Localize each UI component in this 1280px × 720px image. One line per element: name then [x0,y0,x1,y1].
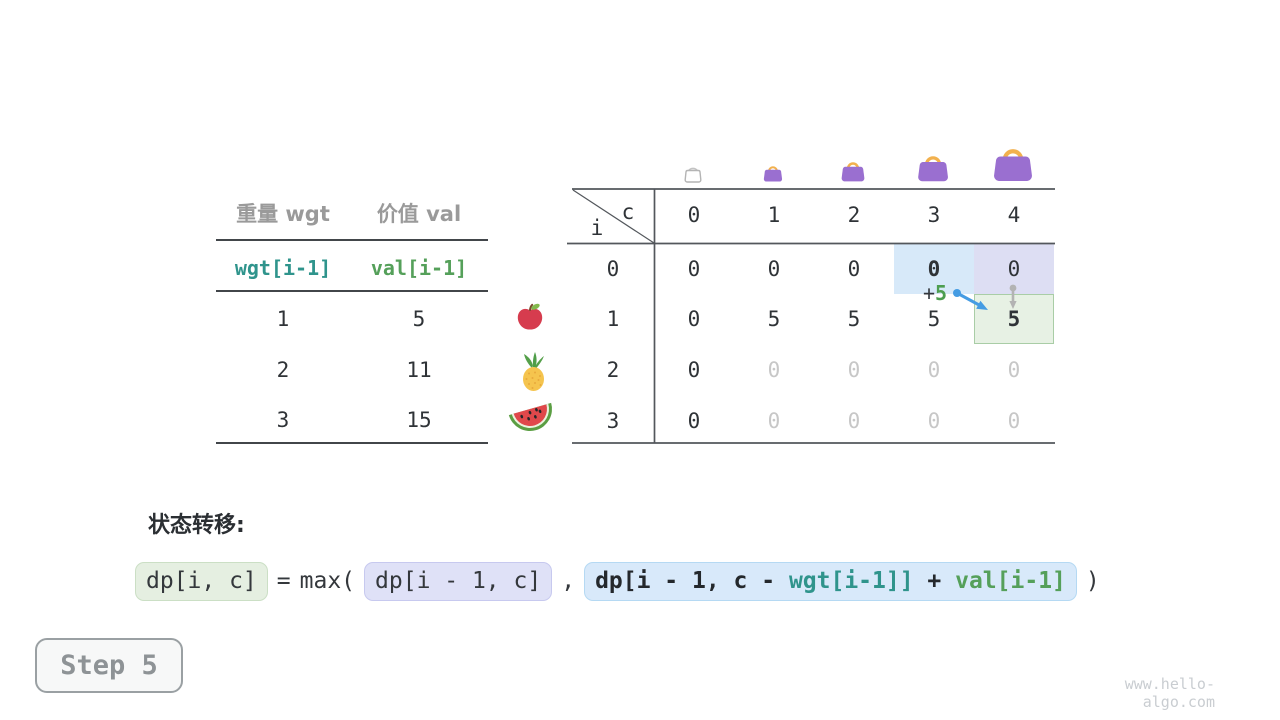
col-header-0: 0 [687,203,701,227]
row-header-0: 0 [606,257,620,281]
dp-cell-0-3: 0 [927,257,941,281]
wgt-array-label: wgt[i-1] [234,256,332,280]
dp-cell-0-2: 0 [847,257,861,281]
row-header-2: 2 [606,358,620,382]
weight-column-header: 重量 wgt [236,202,330,226]
items-table-header: 重量 wgt 价值 val [216,198,488,228]
dp-cell-1-1: 5 [767,307,781,331]
item2-weight: 2 [276,358,290,382]
state-transition-formula: dp[i, c] = max( dp[i - 1, c] , dp[i - 1,… [135,561,1100,601]
corner-capacity-label: c [621,200,635,224]
corner-index-label: i [590,216,604,240]
items-table-subheader: wgt[i-1] val[i-1] [216,256,488,280]
dp-row-2: 0 0 0 0 0 [654,345,1054,395]
col-header-2: 2 [847,203,861,227]
item-row-3: 3 15 [216,408,488,432]
value-column-header: 价值 val [376,202,462,226]
corner-diagonal-line [572,189,655,244]
empty-bag-icon [684,167,702,183]
dp-cell-1-0: 0 [687,307,701,331]
apple-icon [517,303,543,330]
dp-column-headers: 0 1 2 3 4 [654,188,1054,243]
col-header-1: 1 [767,203,781,227]
col-header-4: 4 [1007,203,1021,227]
highlight-cell-row0-col3 [894,244,974,294]
dp-cell-0-1: 0 [767,257,781,281]
dp-cell-1-4: 5 [1007,307,1021,331]
dp-cell-3-4: 0 [1007,409,1021,433]
row-header-1: 1 [606,307,620,331]
dp-cell-2-0: 0 [687,358,701,382]
transition-annotation: +5 [923,283,947,303]
take-term-weight: wgt[i-1]] [788,567,914,594]
max-function-close: ) [1085,568,1100,594]
watermelon-icon [508,402,552,431]
dp-cell-3-2: 0 [847,409,861,433]
take-term-plus: + [913,567,956,594]
val-array-label: val[i-1] [370,256,468,280]
plus-sign: + [923,281,936,305]
xlarge-bag-icon [994,151,1032,181]
item1-weight: 1 [276,307,290,331]
take-term-prefix: dp[i - 1, c - [595,567,789,594]
dp-row-0: 0 0 0 0 0 [654,244,1054,294]
dp-cell-2-2: 0 [847,358,861,382]
dp-skip-item-term: dp[i - 1, c] [364,561,553,601]
dp-cell-3-0: 0 [687,409,701,433]
dp-row-3: 0 0 0 0 0 [654,396,1054,446]
item-row-2: 2 11 [216,358,488,382]
item3-weight: 3 [276,408,290,432]
dp-cell-0-4: 0 [1007,257,1021,281]
item-row-1: 1 5 [216,307,488,331]
equals-sign: = [276,568,291,594]
dp-cell-2-3: 0 [927,358,941,382]
dp-cell-3-1: 0 [767,409,781,433]
pineapple-icon [523,352,544,391]
max-function-open: max( [299,568,356,594]
dp-cell-2-1: 0 [767,358,781,382]
dp-cell-0-0: 0 [687,257,701,281]
item2-value: 11 [406,358,432,382]
item3-value: 15 [406,408,432,432]
row-header-3: 3 [606,409,620,433]
comma-separator: , [561,568,576,594]
state-transition-label: 状态转移: [148,513,245,538]
col-header-3: 3 [927,203,941,227]
medium-bag-icon [840,162,866,183]
dp-take-item-term: dp[i - 1, c - wgt[i-1]] + val[i-1] [584,561,1077,601]
step-badge: Step 5 [35,638,183,693]
dp-row-1: 0 5 5 5 5 [654,294,1054,344]
dp-current-cell-term: dp[i, c] [135,561,268,601]
site-watermark: www.hello-algo.com [1124,675,1215,711]
dp-cell-3-3: 0 [927,409,941,433]
large-bag-icon [916,156,950,183]
dp-cell-1-3: 5 [927,307,941,331]
dp-cell-1-2: 5 [847,307,861,331]
item1-value: 5 [412,307,426,331]
take-term-value: val[i-1] [955,567,1066,594]
small-bag-icon [762,166,784,183]
added-value: 5 [935,281,948,305]
dp-cell-2-4: 0 [1007,358,1021,382]
